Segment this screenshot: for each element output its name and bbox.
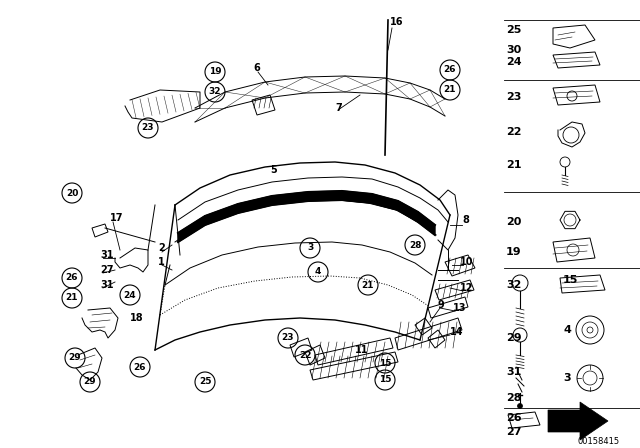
Text: 29: 29	[506, 333, 522, 343]
Polygon shape	[205, 204, 238, 225]
Text: 22: 22	[299, 350, 311, 359]
Text: 24: 24	[506, 57, 522, 67]
Text: 21: 21	[444, 86, 456, 95]
Text: 20: 20	[506, 217, 522, 227]
Polygon shape	[342, 191, 372, 203]
Text: 26: 26	[506, 413, 522, 423]
Text: 16: 16	[390, 17, 403, 27]
Text: 22: 22	[506, 127, 522, 137]
Text: 26: 26	[444, 65, 456, 74]
Circle shape	[518, 404, 522, 409]
Text: 32: 32	[506, 280, 522, 290]
Text: 17: 17	[110, 213, 124, 223]
Polygon shape	[372, 194, 398, 210]
Text: 31: 31	[100, 280, 113, 290]
Text: 18: 18	[130, 313, 143, 323]
Text: 24: 24	[124, 290, 136, 300]
Text: 25: 25	[199, 378, 211, 387]
Polygon shape	[308, 191, 342, 201]
Polygon shape	[178, 216, 205, 242]
Text: 15: 15	[379, 375, 391, 384]
Polygon shape	[398, 201, 418, 222]
Text: 30: 30	[506, 45, 521, 55]
Text: 10: 10	[460, 257, 474, 267]
Text: 3: 3	[563, 373, 571, 383]
Text: 4: 4	[315, 267, 321, 276]
Text: 13: 13	[453, 303, 467, 313]
Text: 23: 23	[141, 124, 154, 133]
Text: 20: 20	[66, 189, 78, 198]
Polygon shape	[418, 212, 435, 235]
Text: 31: 31	[100, 250, 113, 260]
Text: 29: 29	[68, 353, 81, 362]
Text: 9: 9	[437, 300, 444, 310]
Text: 21: 21	[506, 160, 522, 170]
Text: 25: 25	[506, 25, 522, 35]
Text: 2: 2	[158, 243, 164, 253]
Text: 19: 19	[506, 247, 522, 257]
Text: 14: 14	[450, 327, 463, 337]
Text: 5: 5	[270, 165, 276, 175]
Text: 1: 1	[158, 257, 164, 267]
Text: 31: 31	[506, 367, 522, 377]
Text: 19: 19	[209, 68, 221, 77]
Text: 32: 32	[209, 87, 221, 96]
Text: 26: 26	[66, 273, 78, 283]
Text: 28: 28	[506, 393, 522, 403]
Text: 23: 23	[282, 333, 294, 343]
Text: 21: 21	[66, 293, 78, 302]
Text: 12: 12	[460, 283, 474, 293]
Polygon shape	[238, 196, 272, 213]
Text: 29: 29	[84, 378, 96, 387]
Text: 7: 7	[335, 103, 342, 113]
Text: 15: 15	[379, 358, 391, 367]
Text: 26: 26	[134, 362, 147, 371]
Text: 8: 8	[462, 215, 469, 225]
Polygon shape	[272, 192, 308, 205]
Text: 3: 3	[307, 244, 313, 253]
Text: 4: 4	[563, 325, 571, 335]
Polygon shape	[548, 402, 608, 440]
Text: 21: 21	[362, 280, 374, 289]
Text: 6: 6	[253, 63, 260, 73]
Text: 27: 27	[100, 265, 113, 275]
Text: 11: 11	[355, 345, 369, 355]
Text: 23: 23	[506, 92, 522, 102]
Text: 28: 28	[409, 241, 421, 250]
Text: 00158415: 00158415	[578, 438, 620, 447]
Text: 27: 27	[506, 427, 522, 437]
Text: 15: 15	[563, 275, 579, 285]
